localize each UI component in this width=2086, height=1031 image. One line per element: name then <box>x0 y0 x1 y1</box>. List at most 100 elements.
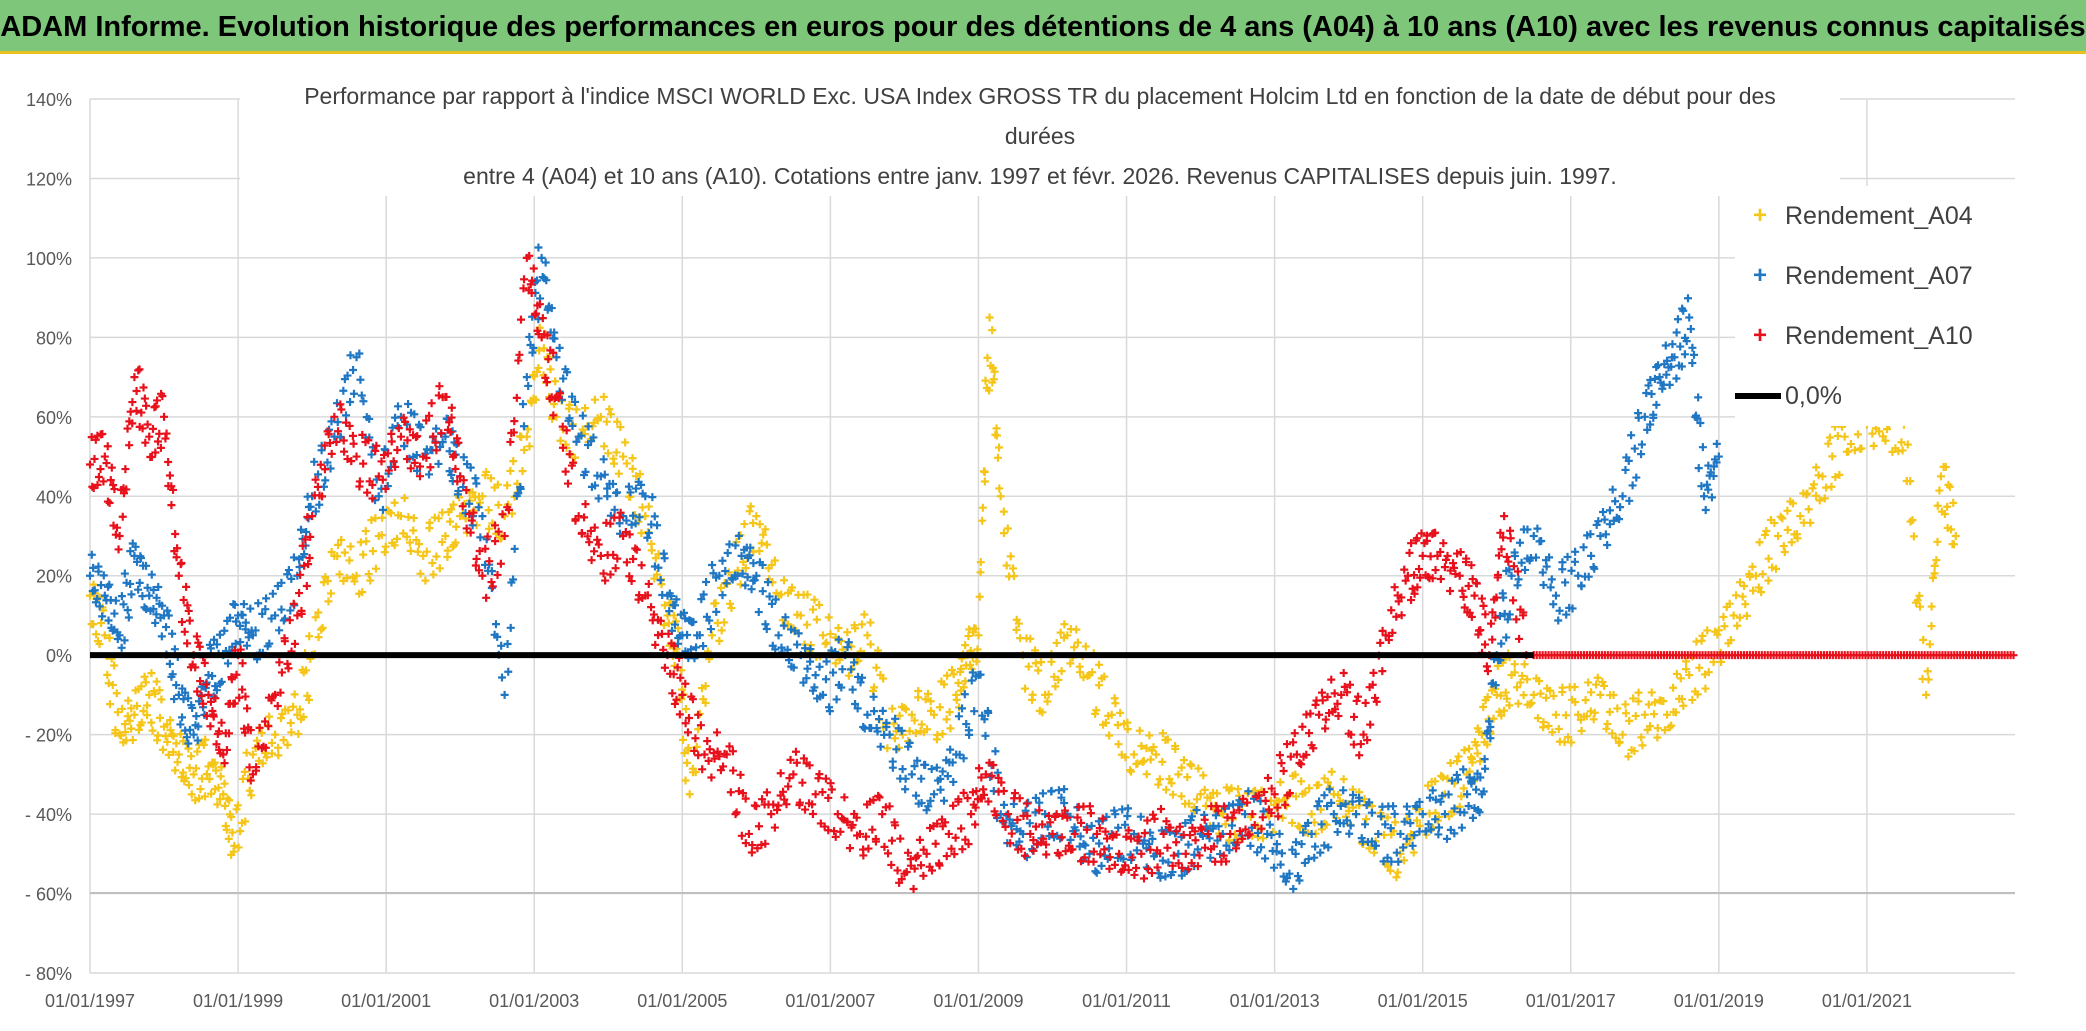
point-rendement_a10 <box>112 523 121 532</box>
point-rendement_a10 <box>1147 869 1156 878</box>
point-rendement_a10 <box>1163 843 1172 852</box>
point-rendement_a10 <box>558 443 567 452</box>
point-rendement_a07 <box>1647 390 1656 399</box>
point-rendement_a04 <box>1101 718 1110 727</box>
point-rendement_a04 <box>1127 767 1136 776</box>
point-rendement_a10 <box>431 438 440 447</box>
point-rendement_a04 <box>200 792 209 801</box>
point-rendement_a04 <box>1738 592 1747 601</box>
point-rendement_a10 <box>1500 512 1509 521</box>
point-rendement_a04 <box>169 748 178 757</box>
point-rendement_a04 <box>262 753 271 762</box>
point-rendement_a07 <box>1709 472 1718 481</box>
point-rendement_a07 <box>1028 845 1037 854</box>
point-rendement_a07 <box>1712 439 1721 448</box>
point-rendement_a10 <box>629 554 638 563</box>
point-rendement_a07 <box>983 707 992 716</box>
point-rendement_a04 <box>1063 631 1072 640</box>
point-rendement_a07 <box>178 713 187 722</box>
point-rendement_a07 <box>1696 419 1705 428</box>
point-rendement_a04 <box>1820 494 1829 503</box>
y-tick-label: 60% <box>36 408 72 428</box>
point-rendement_a10 <box>676 673 685 682</box>
point-rendement_a07 <box>581 467 590 476</box>
point-rendement_a07 <box>1400 817 1409 826</box>
point-rendement_a10 <box>475 566 484 575</box>
point-rendement_a10 <box>96 465 105 474</box>
point-rendement_a10 <box>393 446 402 455</box>
point-rendement_a04 <box>888 704 897 713</box>
point-rendement_a10 <box>779 787 788 796</box>
point-rendement_a10 <box>99 477 108 486</box>
point-rendement_a10 <box>942 852 951 861</box>
point-rendement_a07 <box>1158 856 1167 865</box>
point-rendement_a07 <box>1154 869 1163 878</box>
point-rendement_a10 <box>138 424 147 433</box>
point-rendement_a04 <box>685 790 694 799</box>
x-tick-label: 01/01/2001 <box>341 991 431 1011</box>
point-rendement_a04 <box>1844 447 1853 456</box>
point-rendement_a07 <box>410 410 419 419</box>
point-rendement_a07 <box>1468 813 1477 822</box>
point-rendement_a04 <box>1906 477 1915 486</box>
point-rendement_a04 <box>1362 815 1371 824</box>
point-rendement_a10 <box>471 561 480 570</box>
point-rendement_a10 <box>1311 700 1320 709</box>
point-rendement_a04 <box>981 376 990 385</box>
point-rendement_a07 <box>1533 524 1542 533</box>
point-rendement_a10 <box>1302 750 1311 759</box>
point-rendement_a10 <box>483 532 492 541</box>
point-rendement_a10 <box>1190 827 1199 836</box>
point-rendement_a07 <box>858 673 867 682</box>
point-rendement_a04 <box>590 395 599 404</box>
point-rendement_a04 <box>761 525 770 534</box>
point-rendement_a10 <box>885 802 894 811</box>
point-rendement_a04 <box>151 689 160 698</box>
point-rendement_a10 <box>1172 838 1181 847</box>
point-rendement_a04 <box>435 564 444 573</box>
point-rendement_a04 <box>333 552 342 561</box>
point-rendement_a10 <box>1390 583 1399 592</box>
point-rendement_a10 <box>1092 829 1101 838</box>
point-rendement_a04 <box>1009 564 1018 573</box>
point-rendement_a04 <box>1806 518 1815 527</box>
point-rendement_a04 <box>1459 784 1468 793</box>
point-rendement_a10 <box>571 516 580 525</box>
point-rendement_a07 <box>1333 828 1342 837</box>
point-rendement_a10 <box>599 569 608 578</box>
point-rendement_a04 <box>802 620 811 629</box>
point-rendement_a04 <box>217 763 226 772</box>
point-rendement_a10 <box>2009 651 2018 660</box>
point-rendement_a04 <box>364 570 373 579</box>
point-rendement_a04 <box>701 682 710 691</box>
point-rendement_a04 <box>242 748 251 757</box>
point-rendement_a04 <box>1846 440 1855 449</box>
point-rendement_a07 <box>1615 515 1624 524</box>
point-rendement_a07 <box>745 551 754 560</box>
point-rendement_a04 <box>1052 638 1061 647</box>
point-rendement_a10 <box>681 679 690 688</box>
point-rendement_a07 <box>1551 591 1560 600</box>
point-rendement_a04 <box>1070 643 1079 652</box>
point-rendement_a04 <box>1621 700 1630 709</box>
point-rendement_a10 <box>896 834 905 843</box>
point-rendement_a10 <box>182 582 191 591</box>
point-rendement_a10 <box>1397 593 1406 602</box>
point-rendement_a10 <box>690 746 699 755</box>
point-rendement_a04 <box>236 827 245 836</box>
point-rendement_a10 <box>422 453 431 462</box>
point-rendement_a10 <box>1146 845 1155 854</box>
point-rendement_a04 <box>957 664 966 673</box>
point-rendement_a04 <box>305 632 314 641</box>
point-rendement_a10 <box>564 479 573 488</box>
point-rendement_a04 <box>334 540 343 549</box>
point-rendement_a10 <box>1140 829 1149 838</box>
point-rendement_a10 <box>1270 790 1279 799</box>
point-rendement_a07 <box>1644 381 1653 390</box>
point-rendement_a04 <box>902 705 911 714</box>
point-rendement_a10 <box>332 438 341 447</box>
point-rendement_a10 <box>132 406 141 415</box>
point-rendement_a04 <box>534 363 543 372</box>
point-rendement_a10 <box>719 762 728 771</box>
point-rendement_a04 <box>147 718 156 727</box>
